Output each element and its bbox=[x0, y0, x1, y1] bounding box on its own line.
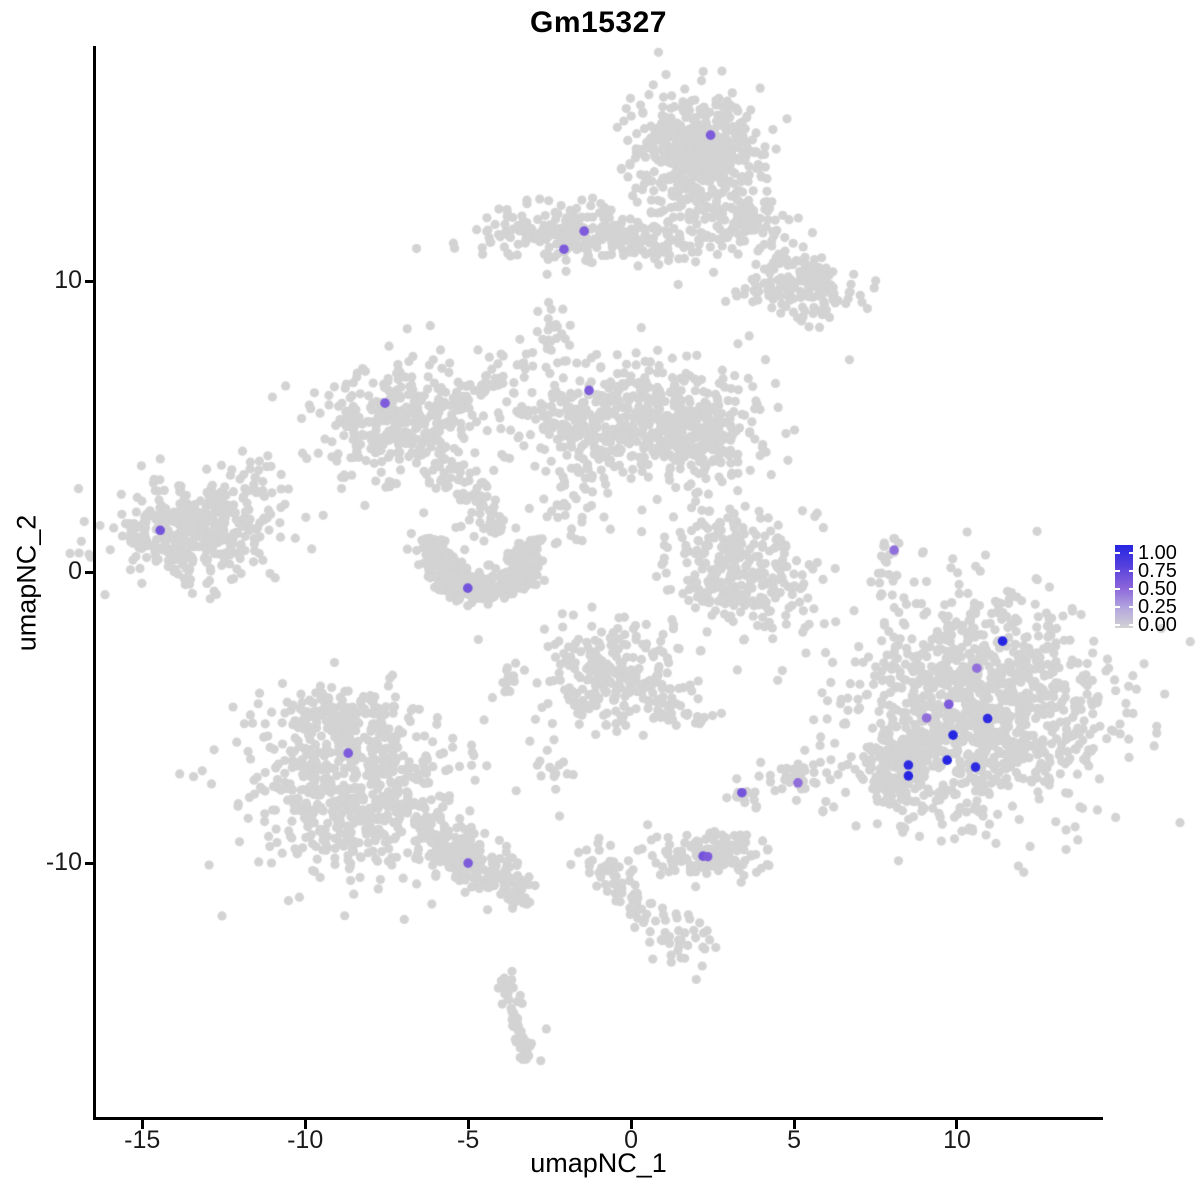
x-tick-mark bbox=[955, 1120, 959, 1129]
expression-legend: 1.00 0.75 0.50 0.25 0.00 bbox=[1113, 540, 1199, 636]
y-axis-line bbox=[93, 46, 96, 1120]
legend-tick-label: 0.50 bbox=[1138, 578, 1177, 600]
x-tick-mark bbox=[792, 1120, 796, 1129]
legend-gradient-bar bbox=[1115, 545, 1133, 628]
x-tick-label: 0 bbox=[624, 1126, 639, 1154]
y-tick-label: 0 bbox=[68, 557, 82, 586]
legend-tick-label: 0.00 bbox=[1138, 614, 1177, 636]
legend-tick-label: 0.75 bbox=[1138, 560, 1177, 582]
legend-tick-mark bbox=[1128, 606, 1133, 608]
x-tick-label: -10 bbox=[287, 1126, 324, 1154]
legend-tick-label: 1.00 bbox=[1138, 542, 1177, 564]
y-tick-mark bbox=[85, 570, 94, 574]
x-tick-label: -15 bbox=[124, 1126, 161, 1154]
x-tick-mark bbox=[303, 1120, 307, 1129]
legend-tick-mark bbox=[1115, 606, 1120, 608]
legend-tick-mark bbox=[1128, 552, 1133, 554]
legend-tick-label: 0.25 bbox=[1138, 596, 1177, 618]
y-tick-label: -10 bbox=[45, 848, 82, 877]
y-tick-label: 10 bbox=[54, 266, 82, 295]
x-tick-label: 5 bbox=[787, 1126, 801, 1154]
x-tick-mark bbox=[140, 1120, 144, 1129]
legend-tick-mark bbox=[1128, 588, 1133, 590]
y-tick-mark bbox=[85, 279, 94, 283]
x-tick-label: 10 bbox=[943, 1126, 971, 1154]
legend-tick-mark bbox=[1115, 552, 1120, 554]
x-tick-mark bbox=[629, 1120, 633, 1129]
legend-tick-mark bbox=[1115, 588, 1120, 590]
legend-tick-mark bbox=[1115, 570, 1120, 572]
legend-tick-mark bbox=[1128, 570, 1133, 572]
x-tick-label: -5 bbox=[457, 1126, 480, 1154]
x-axis-line bbox=[93, 1117, 1103, 1120]
legend-tick-mark bbox=[1128, 624, 1133, 626]
legend-tick-mark bbox=[1115, 624, 1120, 626]
x-tick-mark bbox=[466, 1120, 470, 1129]
y-tick-mark bbox=[85, 861, 94, 865]
